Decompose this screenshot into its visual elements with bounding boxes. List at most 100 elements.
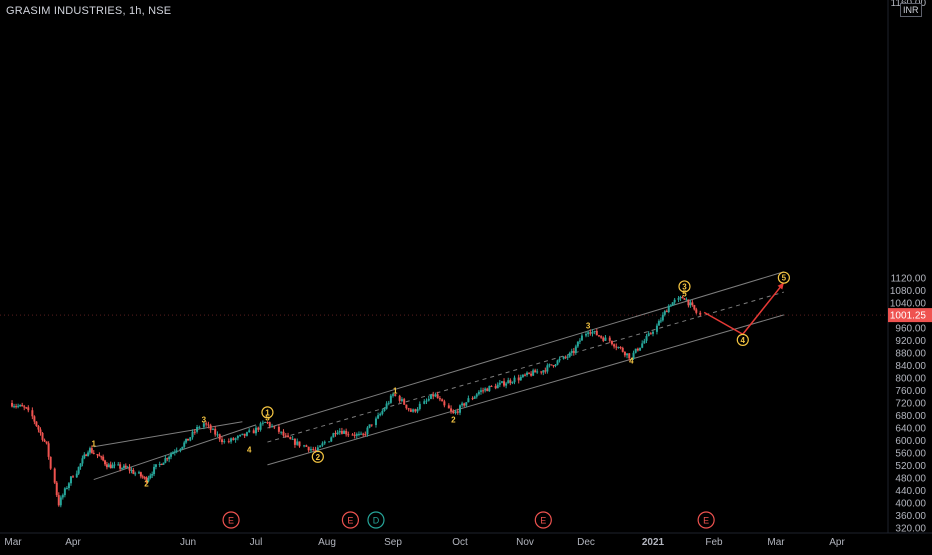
candle-body [255, 427, 257, 434]
candle-body [556, 360, 559, 365]
candle-body [102, 456, 105, 461]
candle-body [45, 441, 48, 444]
candle-body [248, 430, 251, 433]
candle-body [170, 454, 173, 457]
candle-body [693, 305, 696, 310]
candle-body [143, 477, 146, 479]
candle-body [677, 298, 680, 300]
candle-body [205, 423, 208, 425]
candle-body [374, 418, 377, 425]
projection-arrowhead [777, 282, 784, 290]
candle-body [441, 399, 444, 402]
candle-body [245, 432, 248, 436]
wave-label-3: 3 [202, 415, 207, 424]
candle-body [613, 344, 616, 347]
x-tick-label: Oct [452, 537, 468, 548]
candle-body [234, 438, 237, 440]
candle-body [655, 325, 658, 332]
candle-body [524, 374, 526, 376]
candle-body [626, 353, 629, 356]
candle-body [564, 356, 567, 358]
x-tick-label: Jun [180, 537, 196, 548]
candle-body [218, 434, 221, 440]
candle-body [216, 434, 219, 436]
candle-body [423, 401, 426, 404]
candle-body [632, 352, 635, 359]
candle-body [528, 372, 531, 374]
y-tick-label: 480.00 [895, 474, 926, 485]
candle-body [679, 296, 682, 299]
y-tick-label: 1120.00 [891, 274, 927, 285]
candle-body [85, 454, 88, 456]
candle-body [687, 299, 690, 306]
ticker-title: GRASIM INDUSTRIES, 1h, NSE [6, 5, 172, 17]
candle-body [11, 403, 14, 407]
candle-body [379, 413, 382, 416]
candle-body [347, 434, 350, 436]
candle-body [383, 408, 386, 411]
candle-body [328, 441, 331, 443]
candle-body [544, 370, 547, 372]
candle-body [434, 394, 437, 397]
candle-body [141, 476, 144, 478]
candle-body [312, 449, 315, 451]
candle-body [124, 465, 127, 468]
wave-label-circled-3: 3 [682, 282, 687, 291]
candle-body [63, 488, 66, 496]
candle-body [57, 495, 60, 506]
candle-body [259, 423, 262, 430]
candle-body [429, 394, 432, 399]
candle-body [173, 451, 176, 453]
candle-body [171, 452, 174, 455]
candle-body [266, 421, 269, 423]
candle-body [517, 377, 520, 381]
x-tick-label: 2021 [642, 537, 665, 548]
candle-body [572, 351, 575, 353]
candle-body [77, 466, 80, 474]
candle-body [122, 465, 125, 469]
y-tick-label: 640.00 [895, 424, 926, 435]
candle-body [17, 405, 20, 407]
y-tick-label: 560.00 [895, 449, 926, 460]
candle-body [554, 364, 557, 367]
candle-body [355, 434, 358, 436]
last-price-label: 1001.25 [890, 311, 927, 322]
candle-body [221, 439, 223, 443]
candle-body [574, 346, 577, 353]
y-tick-label: 720.00 [895, 399, 926, 410]
candle-body [673, 299, 676, 303]
wave-label-circled-2: 2 [316, 453, 321, 462]
candle-body [568, 352, 571, 357]
candle-body [691, 302, 694, 306]
candle-body [271, 426, 274, 428]
candle-body [452, 411, 455, 414]
candle-body [667, 305, 670, 312]
candle-body [643, 340, 646, 344]
candle-body [394, 394, 397, 396]
candle-body [368, 424, 371, 428]
candle-body [153, 466, 156, 475]
candle-body [530, 373, 533, 376]
candle-body [467, 398, 470, 403]
candle-body [689, 302, 692, 306]
candle-body [604, 337, 607, 341]
channel-line [267, 314, 785, 466]
candle-body [580, 335, 583, 341]
candle-body [585, 334, 587, 336]
candle-body [132, 469, 135, 474]
candle-body [617, 347, 620, 349]
y-tick-label: 680.00 [895, 411, 926, 422]
candle-body [475, 394, 478, 397]
candle-body [43, 439, 46, 442]
candle-body [578, 340, 581, 342]
wave-label-4: 4 [247, 445, 252, 454]
wave-label-1: 1 [92, 440, 97, 449]
candle-body [463, 403, 466, 406]
candle-body [67, 483, 70, 488]
candle-body [597, 335, 600, 337]
candle-body [558, 358, 561, 361]
candle-body [109, 464, 112, 469]
candle-body [168, 456, 171, 460]
